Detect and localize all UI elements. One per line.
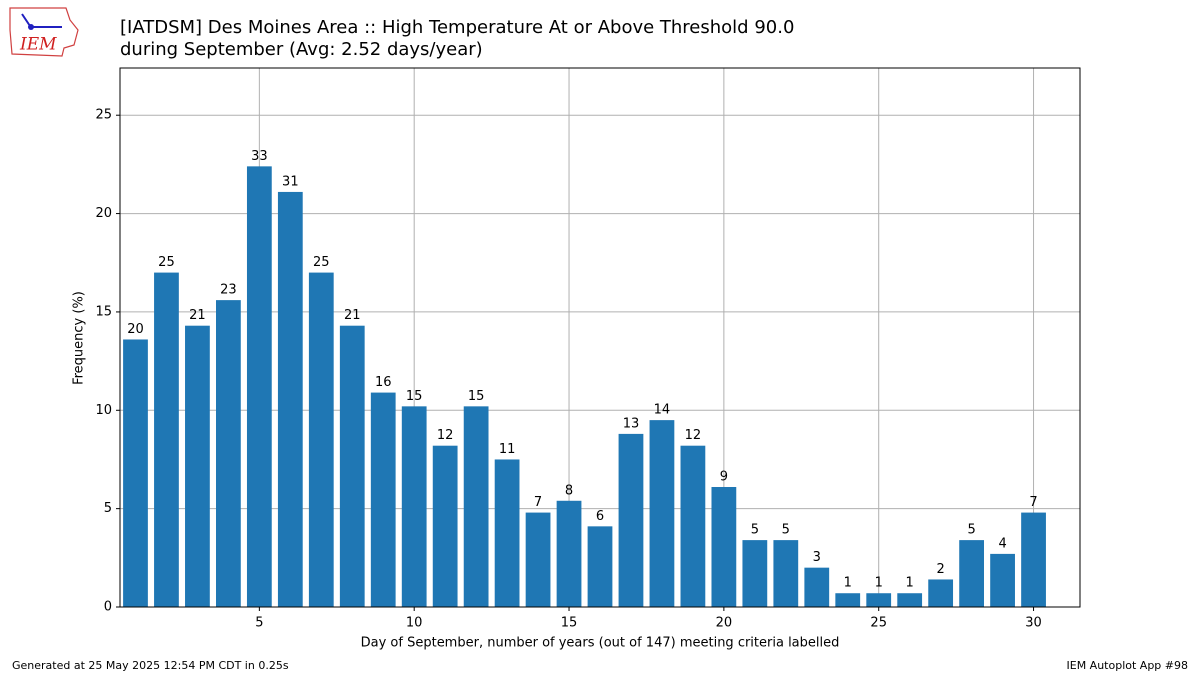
- data-label: 5: [967, 523, 975, 538]
- data-label: 4: [998, 536, 1006, 551]
- bar: [154, 272, 179, 607]
- y-tick-label: 10: [95, 403, 112, 418]
- data-label: 12: [437, 428, 454, 443]
- data-label: 6: [596, 509, 604, 524]
- x-tick-label: 5: [255, 616, 263, 631]
- data-label: 20: [127, 322, 144, 337]
- logo-dot: [28, 24, 34, 30]
- bar: [277, 191, 303, 607]
- y-tick-label: 20: [95, 206, 112, 221]
- bar: [216, 300, 241, 607]
- y-tick-label: 0: [104, 600, 112, 615]
- chart-title: [IATDSM] Des Moines Area :: High Tempera…: [120, 17, 794, 38]
- x-tick-label: 30: [1025, 616, 1042, 631]
- bar: [246, 166, 272, 607]
- data-label: 3: [813, 550, 821, 565]
- footer-left: Generated at 25 May 2025 12:54 PM CDT in…: [12, 659, 289, 672]
- x-tick-label: 25: [870, 616, 887, 631]
- bar: [525, 512, 551, 607]
- y-tick-label: 5: [104, 501, 112, 516]
- y-axis-label: Frequency (%): [72, 291, 87, 385]
- x-tick-label: 10: [406, 616, 423, 631]
- data-label: 8: [565, 483, 573, 498]
- data-label: 21: [189, 308, 206, 323]
- bar: [959, 540, 984, 607]
- data-label: 15: [468, 389, 485, 404]
- bar: [680, 445, 706, 607]
- y-tick-label: 25: [95, 108, 112, 123]
- bar: [804, 567, 830, 607]
- logo-text: IEM: [19, 35, 57, 55]
- chart-subtitle: during September (Avg: 2.52 days/year): [120, 39, 483, 60]
- data-label: 33: [251, 149, 268, 164]
- data-label: 25: [158, 255, 175, 270]
- data-label: 31: [282, 174, 299, 189]
- plot-frame: [119, 67, 1081, 608]
- data-label: 1: [906, 576, 914, 591]
- bar: [773, 540, 799, 607]
- bar: [897, 593, 923, 607]
- bar: [835, 593, 861, 607]
- data-label: 7: [534, 495, 542, 510]
- bar: [463, 406, 489, 607]
- bar: [618, 433, 644, 607]
- x-tick-label: 15: [561, 616, 578, 631]
- data-label: 25: [313, 255, 330, 270]
- data-label: 23: [220, 283, 237, 298]
- bar: [401, 406, 427, 607]
- logo: IEM: [9, 7, 79, 57]
- bar: [370, 392, 396, 607]
- data-label: 7: [1029, 495, 1037, 510]
- data-label: 11: [499, 442, 516, 457]
- data-label: 5: [751, 523, 759, 538]
- data-label: 13: [623, 416, 640, 431]
- data-label: 12: [685, 428, 702, 443]
- x-axis-label: Day of September, number of years (out o…: [361, 636, 840, 651]
- bar: [649, 420, 675, 607]
- data-label: 16: [375, 375, 392, 390]
- bar: [990, 553, 1015, 607]
- data-label: 9: [720, 470, 728, 485]
- x-tick-label: 20: [716, 616, 733, 631]
- bar: [866, 593, 892, 607]
- data-label: 5: [782, 523, 790, 538]
- data-label: 14: [654, 403, 671, 418]
- data-label: 21: [344, 308, 361, 323]
- bar: [587, 526, 613, 607]
- bar: [711, 487, 737, 607]
- bar: [432, 445, 458, 607]
- bar: [742, 540, 768, 607]
- y-tick-label: 15: [95, 304, 112, 319]
- data-label: 2: [937, 562, 945, 577]
- bar: [308, 272, 334, 607]
- bar: [1021, 512, 1046, 607]
- bar: [556, 500, 582, 607]
- data-label: 1: [844, 576, 852, 591]
- data-label: 15: [406, 389, 423, 404]
- logo-line: [21, 13, 31, 27]
- footer-right: IEM Autoplot App #98: [1067, 659, 1189, 672]
- data-label: 1: [875, 576, 883, 591]
- bar: [123, 339, 148, 607]
- bar: [928, 579, 954, 607]
- bar: [185, 325, 210, 607]
- bar: [494, 459, 520, 607]
- bar: [339, 325, 365, 607]
